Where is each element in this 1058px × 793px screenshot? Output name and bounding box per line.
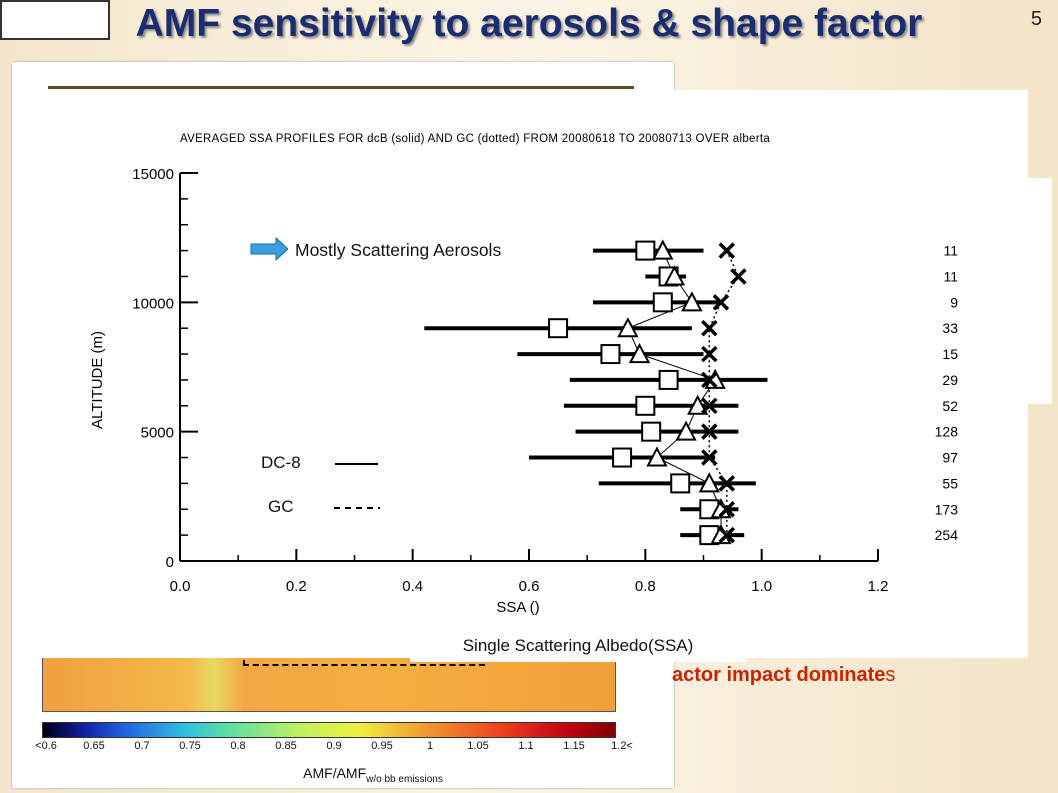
sample-count-label: 254 bbox=[935, 527, 959, 543]
colorbar-tick-label: 0.95 bbox=[371, 740, 393, 752]
colorbar-tick-label: 1 bbox=[426, 740, 434, 752]
dc8-square-marker bbox=[652, 292, 673, 313]
sample-count-label: 9 bbox=[950, 294, 958, 310]
dc8-square-marker bbox=[641, 421, 662, 442]
right-boxed-label: 5 bbox=[0, 0, 1042, 40]
dc8-triangle-marker bbox=[687, 394, 709, 415]
axes: 0.0 0.2 0.4 0.6 0.8 1.0 1.2 0 5000 10000 15000 bbox=[132, 166, 888, 595]
x-tick-label: 0.0 bbox=[170, 578, 191, 595]
y-tick-label: 5000 bbox=[141, 425, 174, 442]
colorbar-tick-label: <0.6 bbox=[35, 740, 57, 752]
sample-count-label: 29 bbox=[942, 372, 958, 388]
dc8-triangle-marker bbox=[652, 239, 674, 260]
right-arrow-icon bbox=[250, 236, 289, 262]
scattering-label: Mostly Scattering Aerosols bbox=[295, 240, 501, 260]
sample-count-label: 11 bbox=[943, 243, 958, 259]
sample-count-label: 55 bbox=[942, 475, 958, 491]
y-axis-label: ALTITUDE (m) bbox=[89, 331, 106, 429]
colorbar-tick-label: 0.9 bbox=[326, 740, 342, 752]
amf-caption-main: AMF/AMF bbox=[303, 765, 367, 781]
colorbar-tick-label: 1.05 bbox=[467, 740, 489, 752]
sample-count-label: 15 bbox=[942, 346, 958, 362]
y-tick-label: 15000 bbox=[132, 166, 174, 183]
gc-x-marker bbox=[718, 242, 736, 259]
gc-x-marker bbox=[701, 345, 718, 363]
colorbar-tick-label: 1.2< bbox=[611, 740, 633, 752]
colorbar-tick-label: 0.7 bbox=[134, 740, 150, 752]
scattering-annotation: Mostly Scattering Aerosols bbox=[250, 236, 578, 262]
slide-title: AMF sensitivity to aerosols & shape fact… bbox=[135, 2, 923, 45]
colorbar-tick-label: 1.1 bbox=[518, 740, 534, 752]
amf-caption: AMF/AMFw/o bb emissions bbox=[260, 760, 486, 786]
red-text-bold: actor impact dominate bbox=[672, 664, 886, 686]
x-tick-label: 0.2 bbox=[286, 578, 307, 595]
gc-x-marker bbox=[718, 475, 736, 492]
sample-count-label: 52 bbox=[942, 398, 958, 414]
ssa-profile-chart: AVERAGED SSA PROFILES FOR dcB (solid) AN… bbox=[89, 133, 959, 616]
dc8-triangle-marker bbox=[628, 342, 651, 364]
x-tick-label: 0.4 bbox=[402, 578, 423, 595]
dc8-triangle-marker bbox=[681, 291, 703, 312]
sample-count-label: 173 bbox=[935, 501, 959, 517]
x-axis-label: SSA () bbox=[496, 599, 539, 616]
dc8-square-marker bbox=[658, 369, 679, 390]
gc-x-marker bbox=[730, 268, 747, 285]
gc-x-marker bbox=[712, 294, 730, 311]
colorbar-tick-label: 1.15 bbox=[563, 740, 585, 752]
amf-caption-sub: w/o bb emissions bbox=[366, 773, 443, 785]
gc-x-marker bbox=[718, 501, 736, 518]
dc8-square-marker bbox=[600, 344, 621, 365]
legend: DC-8 GC bbox=[261, 453, 380, 516]
x-tick-label: 0.8 bbox=[635, 578, 656, 595]
x-tick-label: 1.2 bbox=[868, 578, 889, 595]
colorbar bbox=[42, 722, 616, 738]
y-tick-label: 0 bbox=[166, 554, 174, 571]
gc-x-marker bbox=[701, 423, 718, 440]
dc8-triangle-marker bbox=[698, 472, 720, 493]
dc8-triangle-marker bbox=[646, 446, 668, 467]
colorbar-tick-label: 0.75 bbox=[179, 740, 201, 752]
gc-x-marker bbox=[718, 526, 736, 544]
red-conclusion-text: actor impact dominates bbox=[672, 664, 895, 687]
y-tick-label: 10000 bbox=[132, 295, 174, 312]
legend-dc8-label: DC-8 bbox=[261, 453, 301, 472]
dc8-triangle-marker bbox=[617, 317, 639, 338]
dc8-triangle-marker bbox=[675, 420, 697, 441]
dc8-square-marker bbox=[635, 395, 656, 416]
dc8-square-marker bbox=[612, 447, 633, 468]
gc-x-marker bbox=[701, 319, 718, 337]
sample-count-label: 97 bbox=[942, 450, 958, 466]
chart-marks: 11 11 9 33 15 29 52 128 97 55 173 254 bbox=[424, 239, 959, 546]
right-box-text: 5 bbox=[1030, 8, 1042, 30]
gc-x-marker bbox=[701, 371, 718, 389]
ssa-chart-panel: AVERAGED SSA PROFILES FOR dcB (solid) AN… bbox=[30, 90, 1028, 658]
x-tick-label: 0.6 bbox=[519, 578, 540, 595]
x-tick-label: 1.0 bbox=[751, 578, 772, 595]
gc-x-marker bbox=[701, 397, 718, 415]
colorbar-tick-label: 0.65 bbox=[83, 740, 105, 752]
gc-x-marker bbox=[701, 449, 718, 466]
colorbar-tick-label: 0.8 bbox=[230, 740, 246, 752]
colorbar-tick-label: 0.85 bbox=[275, 740, 297, 752]
dc8-triangle-marker bbox=[663, 265, 686, 286]
sample-count-label: 33 bbox=[942, 320, 958, 336]
ssa-caption: Single Scattering Albedo(SSA) bbox=[410, 630, 746, 662]
dc8-square-marker bbox=[635, 240, 656, 261]
dc8-square-marker bbox=[548, 318, 569, 339]
legend-gc-label: GC bbox=[268, 497, 294, 516]
sample-count-label: 11 bbox=[943, 268, 958, 284]
dc8-square-marker bbox=[670, 473, 691, 494]
panel-top-rule bbox=[48, 86, 634, 89]
red-text-tail: s bbox=[885, 664, 896, 686]
chart-title: AVERAGED SSA PROFILES FOR dcB (solid) AN… bbox=[180, 133, 770, 145]
sample-count-label: 128 bbox=[935, 424, 959, 440]
